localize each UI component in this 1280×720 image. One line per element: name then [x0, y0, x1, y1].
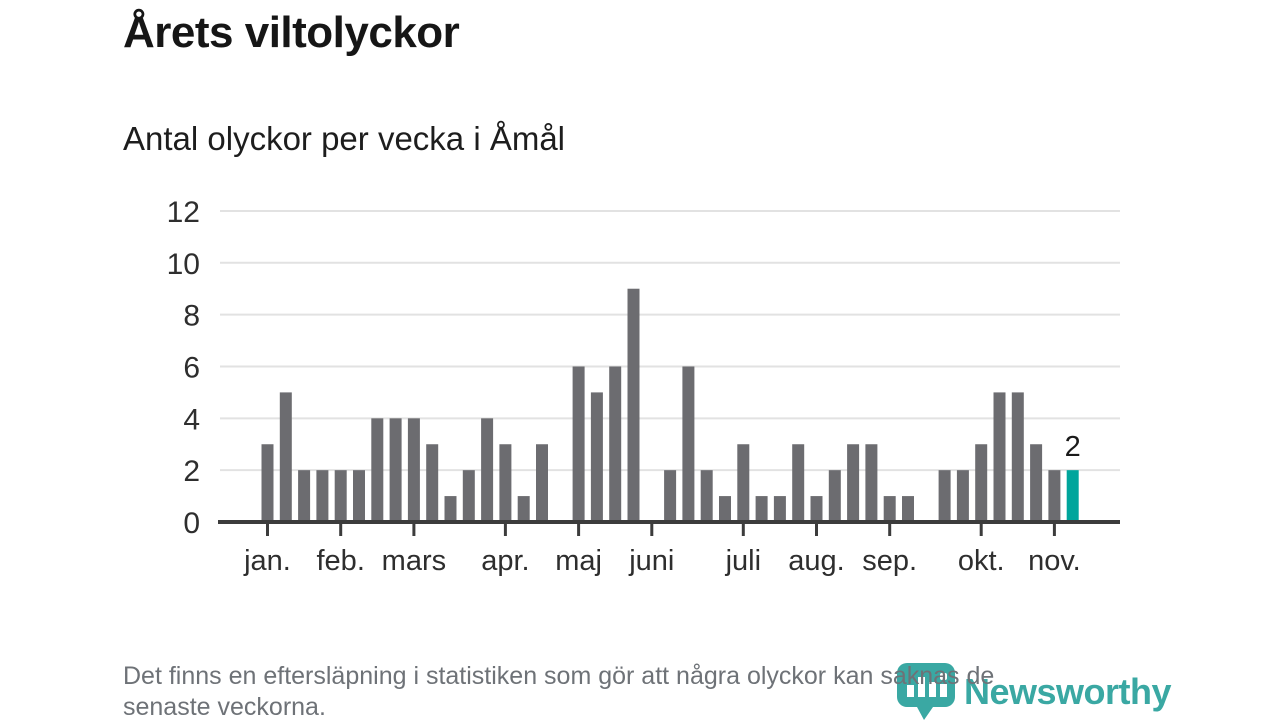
y-axis-tick-label: 8 — [183, 300, 200, 333]
bar — [902, 496, 914, 522]
bar — [334, 470, 347, 522]
bar — [1030, 444, 1043, 522]
bar-highlighted — [1066, 470, 1079, 522]
page-title: Årets viltolyckor — [123, 8, 460, 57]
bar — [993, 392, 1006, 522]
x-axis-month-label: apr. — [481, 545, 529, 577]
newsworthy-logo-icon — [897, 663, 955, 720]
bar — [462, 470, 475, 522]
y-axis-tick-label: 10 — [167, 248, 200, 281]
bar — [517, 496, 530, 522]
newsworthy-logo: Newsworthy — [897, 663, 1172, 720]
bar — [444, 496, 457, 522]
footnote-line-1: Det finns en eftersläpning i statistiken… — [123, 662, 995, 690]
bar — [938, 470, 951, 522]
x-axis-month-label: nov. — [1028, 545, 1081, 577]
bar — [1011, 392, 1024, 522]
bar — [261, 444, 274, 522]
y-axis-tick-label: 2 — [183, 455, 200, 488]
x-axis-month-label: okt. — [958, 545, 1005, 577]
bar — [847, 444, 860, 522]
footnote-line-2: senaste veckorna. — [123, 693, 326, 720]
x-axis-month-label: juli — [725, 545, 761, 577]
highlight-value-label: 2 — [1065, 431, 1081, 463]
x-axis-month-label: maj — [555, 545, 602, 577]
x-axis-month-label: aug. — [788, 545, 844, 577]
bar — [353, 470, 365, 522]
bar — [700, 470, 713, 522]
x-axis-month-label: feb. — [317, 545, 365, 577]
y-axis-tick-label: 0 — [183, 507, 200, 540]
bar — [481, 418, 494, 522]
bar — [737, 444, 750, 522]
x-axis-month-label: mars — [382, 545, 446, 577]
bar — [389, 418, 402, 522]
newsworthy-logo-text: Newsworthy — [964, 671, 1172, 712]
bar — [664, 470, 677, 522]
bar — [627, 288, 640, 522]
bar — [719, 496, 731, 522]
bar — [536, 444, 548, 522]
bar — [956, 470, 969, 522]
bar — [279, 392, 292, 522]
y-axis-tick-label: 12 — [167, 196, 200, 229]
bar — [609, 366, 622, 522]
bar — [682, 366, 695, 522]
bar — [298, 470, 311, 522]
bar — [426, 444, 439, 522]
bar — [810, 496, 823, 522]
bar — [865, 444, 878, 522]
x-axis-month-label: jan. — [243, 545, 291, 577]
x-axis-month-label: juni — [628, 545, 674, 577]
bar — [572, 366, 585, 522]
bar — [755, 496, 768, 522]
bar — [1048, 470, 1061, 522]
y-axis-tick-label: 4 — [183, 403, 200, 436]
bar — [792, 444, 805, 522]
bar — [407, 418, 420, 522]
bar — [828, 470, 841, 522]
x-axis-month-label: sep. — [862, 545, 917, 577]
y-axis-tick-label: 6 — [183, 351, 200, 384]
bar — [316, 470, 329, 522]
bar — [975, 444, 988, 522]
bar — [773, 496, 786, 522]
chart-subtitle: Antal olyckor per vecka i Åmål — [123, 120, 566, 157]
bar — [883, 496, 896, 522]
footnote: Det finns en eftersläpning i statistiken… — [123, 661, 994, 720]
bar — [499, 444, 512, 522]
bar — [590, 392, 603, 522]
bar — [371, 418, 384, 522]
